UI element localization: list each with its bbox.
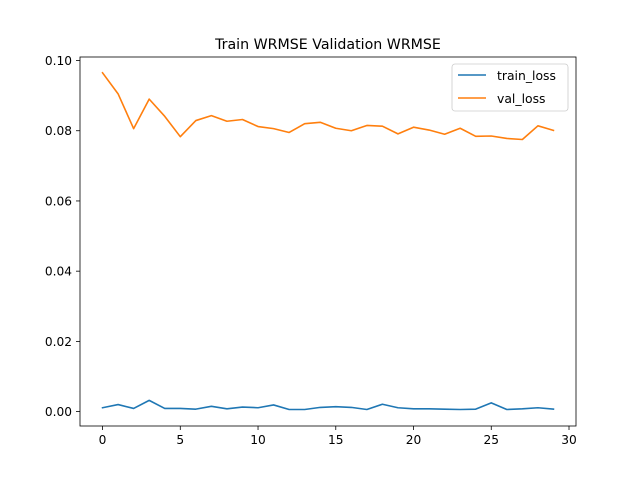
series-layer: [101, 71, 555, 411]
legend-label-train-loss: train_loss: [497, 68, 556, 83]
chart-title: Train WRMSE Validation WRMSE: [214, 37, 441, 53]
axes-layer: 0 5 10 15 20 25 30 0.00 0.02 0.04 0.06 0.08 0.10: [45, 54, 577, 447]
y-tick-label: 0.06: [45, 194, 72, 208]
legend-label-val-loss: val_loss: [497, 91, 546, 106]
x-tick-label: 5: [176, 433, 184, 447]
y-tick-label: 0.04: [45, 265, 72, 279]
series-line-train-loss: [101, 399, 555, 411]
x-tick-label: 30: [561, 433, 577, 447]
x-tick-label: 25: [484, 433, 500, 447]
x-tick-label: 0: [99, 433, 107, 447]
x-tick-label: 20: [406, 433, 422, 447]
y-tick-label: 0.02: [45, 335, 72, 349]
legend: train_loss val_loss: [451, 63, 569, 112]
y-tick-label: 0.08: [45, 124, 72, 138]
plot-area: [79, 56, 577, 427]
y-tick-label: 0.10: [45, 54, 72, 68]
series-line-val-loss: [101, 71, 555, 141]
x-tick-label: 10: [250, 433, 266, 447]
y-tick-label: 0.00: [45, 405, 72, 419]
x-tick-label: 15: [328, 433, 344, 447]
